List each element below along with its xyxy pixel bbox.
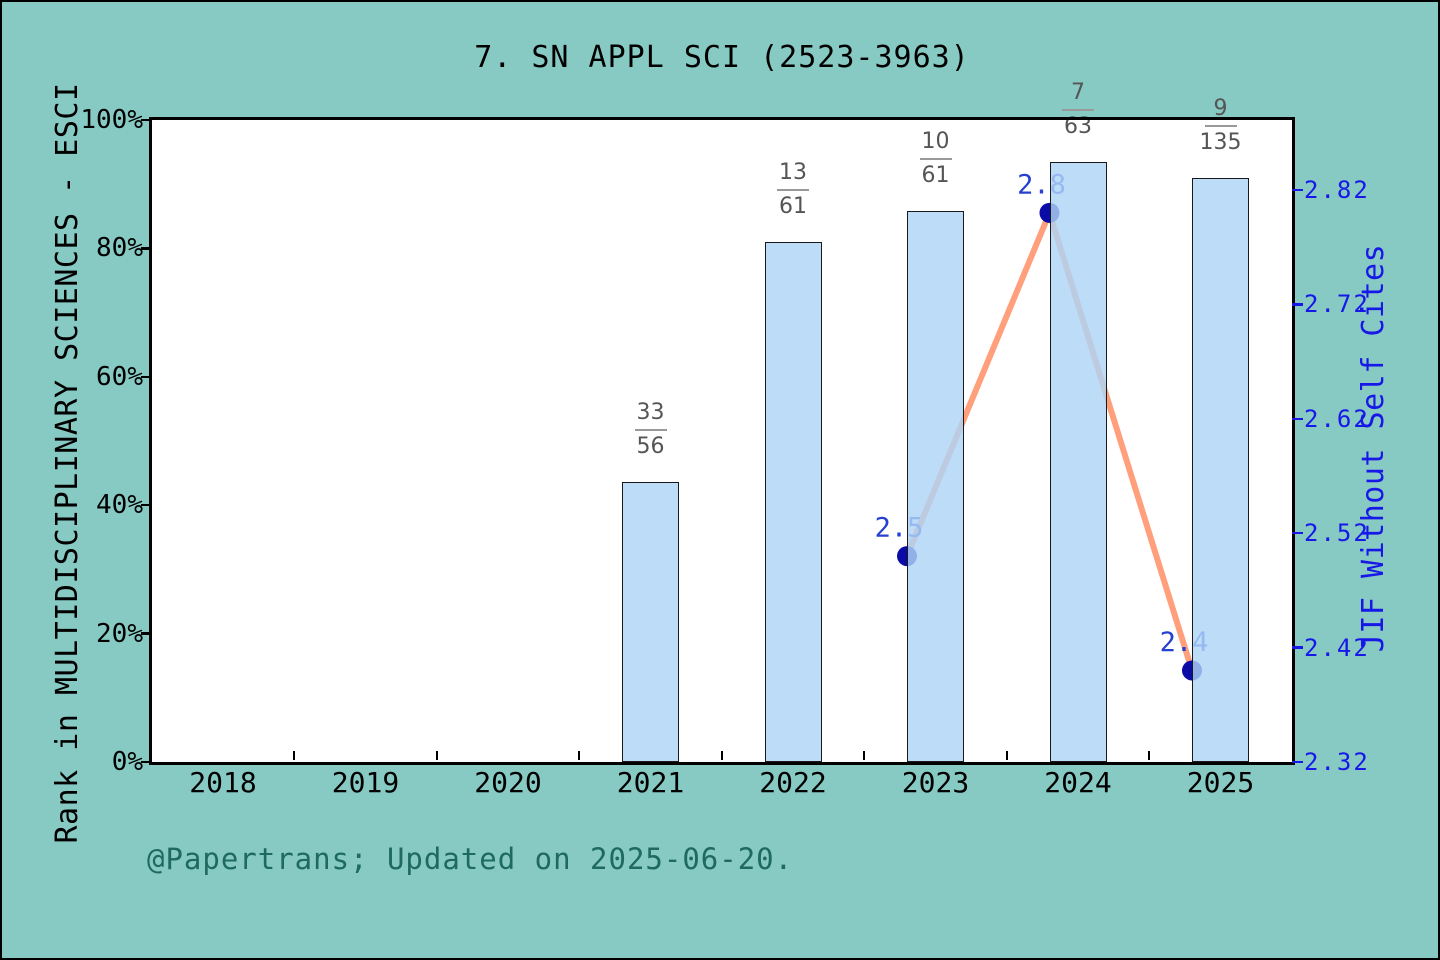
x-minor-tick-mark	[293, 751, 296, 760]
right-tick-mark	[1292, 646, 1303, 649]
x-tick-label: 2021	[616, 766, 685, 799]
right-tick-mark	[1292, 188, 1303, 192]
jif-point-2023	[897, 546, 917, 567]
x-minor-tick-mark	[720, 751, 723, 760]
left-tick-mark	[141, 118, 152, 122]
left-tick-label: 0%	[111, 747, 143, 777]
right-tick-mark	[1292, 760, 1303, 764]
jif-annotation-2025: 2.4	[1160, 627, 1209, 658]
x-minor-tick-mark	[435, 751, 438, 760]
x-minor-tick-mark	[578, 751, 581, 760]
x-tick-label: 2024	[1044, 766, 1112, 799]
right-tick-label: 2.52	[1304, 519, 1370, 548]
x-tick-label: 2022	[759, 766, 827, 799]
left-tick-mark	[141, 760, 152, 764]
left-tick-mark	[141, 247, 152, 250]
left-tick-mark	[141, 375, 152, 379]
jif-annotation-2024: 2.8	[1017, 169, 1066, 200]
right-tick-mark	[1292, 303, 1303, 306]
x-minor-tick-mark	[1148, 751, 1151, 760]
right-tick-mark	[1292, 417, 1303, 421]
left-tick-label: 20%	[96, 618, 143, 649]
jif-point-2025	[1182, 660, 1202, 681]
right-tick-mark	[1292, 531, 1303, 535]
right-tick-label: 2.62	[1304, 404, 1370, 433]
footer-credit: @Papertrans; Updated on 2025-06-20.	[147, 842, 794, 876]
left-tick-label: 100%	[80, 105, 143, 135]
right-tick-label: 2.82	[1304, 176, 1370, 204]
chart-title: 7. SN APPL SCI (2523-3963)	[474, 40, 970, 75]
right-tick-label: 2.42	[1304, 633, 1370, 662]
x-tick-label: 2025	[1186, 766, 1255, 799]
right-tick-label: 2.72	[1304, 290, 1370, 319]
x-tick-label: 2019	[331, 766, 400, 799]
left-tick-mark	[141, 503, 152, 507]
x-minor-tick-mark	[863, 751, 866, 760]
left-tick-label: 60%	[96, 361, 143, 392]
x-tick-label: 2018	[189, 766, 257, 799]
jif-line	[904, 204, 1195, 672]
x-tick-label: 2023	[901, 766, 970, 799]
x-tick-label: 2020	[474, 766, 542, 799]
jif-point-2024	[1039, 202, 1060, 223]
left-tick-label: 80%	[96, 233, 143, 264]
left-tick-mark	[141, 632, 152, 635]
x-minor-tick-mark	[1005, 751, 1008, 760]
left-tick-label: 40%	[96, 490, 143, 521]
right-tick-label: 2.32	[1304, 748, 1370, 776]
jif-annotation-2023: 2.5	[875, 513, 924, 544]
